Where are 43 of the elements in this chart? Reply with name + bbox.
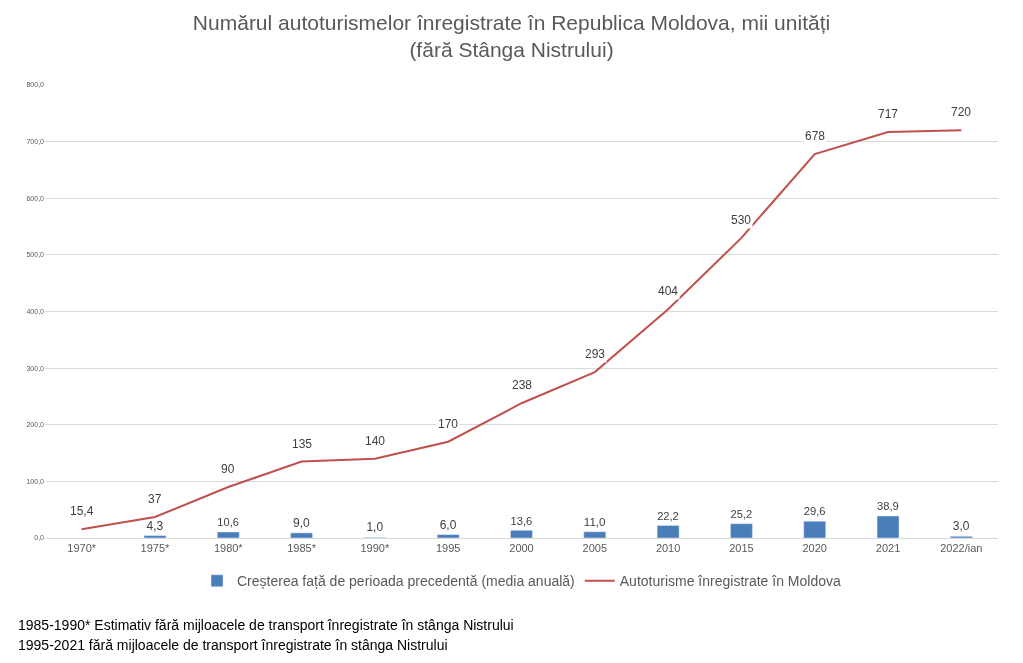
data-label: 293	[585, 347, 606, 361]
x-tick-label: 1970*	[67, 542, 97, 555]
data-label: 135	[292, 437, 313, 451]
data-label: 22,2	[657, 509, 679, 522]
data-label: 9,0	[293, 515, 311, 530]
data-label: 717	[878, 107, 899, 121]
x-tick-label: 1985*	[287, 542, 317, 555]
data-label: 170	[438, 417, 459, 431]
text: 1985-1990* Estimativ fără mijloacele de transport înregistrate în stânga Nistrului	[18, 617, 514, 633]
data-label: 678	[805, 129, 826, 143]
x-tick-label: 2010	[655, 542, 681, 555]
data-label: 38,9	[877, 500, 899, 513]
data-label: 37	[148, 492, 162, 506]
chart-title: Numărul autoturismelor înregistrate în Republica Moldova, mii unități (fără Stânga Nistrului)	[192, 10, 831, 62]
data-label: 29,6	[803, 505, 826, 518]
x-tick-label: 2021	[875, 542, 901, 555]
data-label: 11,0	[583, 515, 606, 528]
legend-label: Autoturisme înregistrate în Moldova	[619, 573, 841, 590]
data-label: 530	[731, 213, 752, 227]
data-label: 15,4	[70, 504, 94, 518]
data-label: 238	[512, 378, 533, 392]
data-label: 4,3	[146, 518, 164, 533]
legend-label: Creșterea față de perioada precedentă (media anuală)	[237, 573, 575, 590]
x-tick-label: 2015	[729, 542, 754, 555]
data-label: 720	[951, 105, 972, 119]
x-tick-label: 2022/ian	[940, 542, 983, 555]
data-label: 6,0	[439, 517, 457, 532]
x-tick-label: 1995	[435, 542, 461, 555]
data-label: 3,0	[952, 519, 970, 534]
text: 1995-2021 fără mijloacele de transport înregistrate în stânga Nistrului	[18, 637, 448, 653]
data-label: 25,2	[730, 507, 753, 520]
data-label: 404	[658, 284, 679, 298]
x-tick-label: 1990*	[360, 542, 390, 555]
x-tick-label: 1980*	[213, 542, 244, 555]
data-label: 1,0	[366, 520, 384, 535]
x-tick-label: 2005	[582, 542, 608, 555]
data-label: 140	[365, 434, 386, 448]
x-tick-label: 2000	[509, 542, 534, 555]
x-tick-label: 1975*	[140, 542, 171, 555]
data-label: 10,6	[217, 516, 239, 529]
x-tick-label: 2020	[802, 542, 827, 555]
data-label: 13,6	[510, 514, 533, 527]
data-label: 90	[221, 462, 235, 476]
